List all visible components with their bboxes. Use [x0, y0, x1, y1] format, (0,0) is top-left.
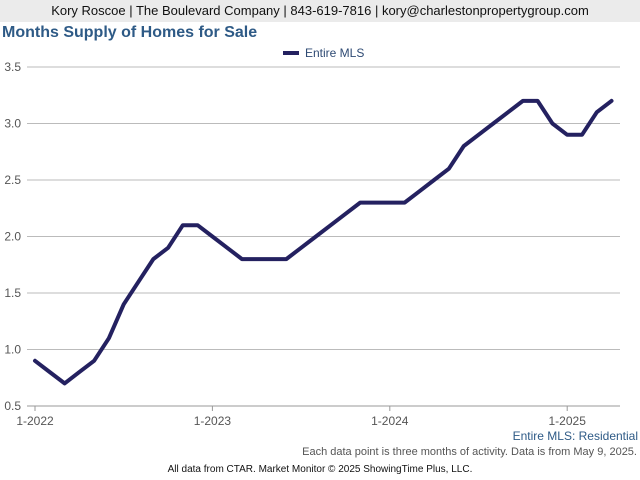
- y-tick-label: 3.0: [4, 117, 21, 131]
- grid-lines: [27, 66, 620, 407]
- y-tick-label: 3.5: [4, 60, 21, 74]
- x-tick-label: 1-2022: [16, 414, 54, 428]
- y-tick-label: 2.5: [4, 173, 21, 187]
- series-caption: Entire MLS: Residential: [512, 429, 638, 443]
- series-lines: [33, 98, 614, 386]
- x-tick-label: 1-2023: [194, 414, 232, 428]
- y-tick-label: 2.0: [4, 230, 21, 244]
- y-axis-ticks: 0.5 1.0 1.5 2.0 2.5 3.0 3.5: [4, 60, 21, 413]
- x-tick-label: 1-2025: [549, 414, 587, 428]
- y-tick-label: 1.0: [4, 343, 21, 357]
- line-chart: 0.5 1.0 1.5 2.0 2.5 3.0 3.5 1-2022 1-2023 1-2024…: [4, 60, 620, 428]
- data-note: Each data point is three months of activ…: [302, 446, 637, 458]
- series-line-entire-mls: [33, 98, 614, 386]
- data-credit: All data from CTAR. Market Monitor © 202…: [167, 464, 473, 475]
- legend: Entire MLS: [283, 46, 364, 60]
- x-tick-label: 1-2024: [371, 414, 409, 428]
- y-tick-label: 1.5: [4, 286, 21, 300]
- chart-title: Months Supply of Homes for Sale: [2, 24, 258, 41]
- y-tick-label: 0.5: [4, 399, 21, 413]
- legend-label: Entire MLS: [305, 46, 365, 60]
- header-contact-bar: Kory Roscoe | The Boulevard Company | 84…: [0, 0, 640, 22]
- x-axis-ticks: 1-2022 1-2023 1-2024 1-2025: [16, 406, 586, 428]
- legend-swatch: [283, 51, 299, 55]
